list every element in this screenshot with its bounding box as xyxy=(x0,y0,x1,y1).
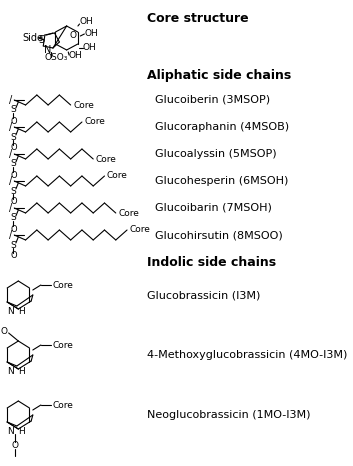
Text: OSO₃: OSO₃ xyxy=(45,54,68,62)
Text: Core: Core xyxy=(107,171,128,180)
Text: Glucobrassicin (I3M): Glucobrassicin (I3M) xyxy=(147,290,261,300)
Text: S: S xyxy=(11,159,16,169)
Text: O: O xyxy=(10,225,17,233)
Text: O: O xyxy=(12,441,19,451)
Text: OH: OH xyxy=(83,43,96,53)
Text: O: O xyxy=(10,252,17,260)
Text: Glucoraphanin (4MSOB): Glucoraphanin (4MSOB) xyxy=(155,122,289,132)
Text: /: / xyxy=(10,122,13,132)
Text: O: O xyxy=(10,116,17,125)
Text: S: S xyxy=(11,186,16,196)
Text: O: O xyxy=(10,198,17,206)
Text: Side: Side xyxy=(22,33,43,43)
Text: 4-Methoxyglucobrassicin (4MO-I3M): 4-Methoxyglucobrassicin (4MO-I3M) xyxy=(147,350,348,360)
Text: OH: OH xyxy=(84,28,98,37)
Text: Indolic side chains: Indolic side chains xyxy=(147,255,276,268)
Text: Glucoalyssin (5MSOP): Glucoalyssin (5MSOP) xyxy=(155,149,277,159)
Text: O: O xyxy=(10,144,17,152)
Text: Core: Core xyxy=(118,208,139,218)
Text: OH: OH xyxy=(79,18,93,27)
Text: OH: OH xyxy=(68,52,82,61)
Text: Core: Core xyxy=(52,400,73,410)
Text: S: S xyxy=(11,213,16,222)
Text: H: H xyxy=(18,368,25,377)
Text: N: N xyxy=(7,368,13,377)
Text: Aliphatic side chains: Aliphatic side chains xyxy=(147,69,292,82)
Text: O: O xyxy=(70,32,77,41)
Text: Glucoibarin (7MSOH): Glucoibarin (7MSOH) xyxy=(155,203,272,213)
Text: /: / xyxy=(10,149,13,159)
Text: N: N xyxy=(7,308,13,316)
Text: S: S xyxy=(11,132,16,142)
Text: H: H xyxy=(18,427,25,437)
Text: Core: Core xyxy=(52,341,73,350)
Text: Core: Core xyxy=(84,117,105,126)
Text: /: / xyxy=(10,176,13,186)
Text: Core: Core xyxy=(73,101,94,110)
Text: S: S xyxy=(38,35,45,45)
Text: N: N xyxy=(44,45,52,55)
Text: O: O xyxy=(0,327,7,336)
Text: Core: Core xyxy=(52,281,73,289)
Text: /: / xyxy=(10,95,13,105)
Text: Glucoiberin (3MSOP): Glucoiberin (3MSOP) xyxy=(155,95,270,105)
Text: Core: Core xyxy=(130,226,150,234)
Text: O: O xyxy=(10,171,17,179)
Text: S: S xyxy=(11,240,16,249)
Text: H: H xyxy=(18,308,25,316)
Text: Neoglucobrassicin (1MO-I3M): Neoglucobrassicin (1MO-I3M) xyxy=(147,410,311,420)
Text: /: / xyxy=(10,203,13,213)
Text: Glucohirsutin (8MSOO): Glucohirsutin (8MSOO) xyxy=(155,230,283,240)
Text: Core: Core xyxy=(96,155,116,164)
Text: N: N xyxy=(7,427,13,437)
Text: Core structure: Core structure xyxy=(147,12,249,25)
Text: Glucohesperin (6MSOH): Glucohesperin (6MSOH) xyxy=(155,176,289,186)
Text: /: / xyxy=(10,230,13,240)
Text: S: S xyxy=(11,105,16,115)
